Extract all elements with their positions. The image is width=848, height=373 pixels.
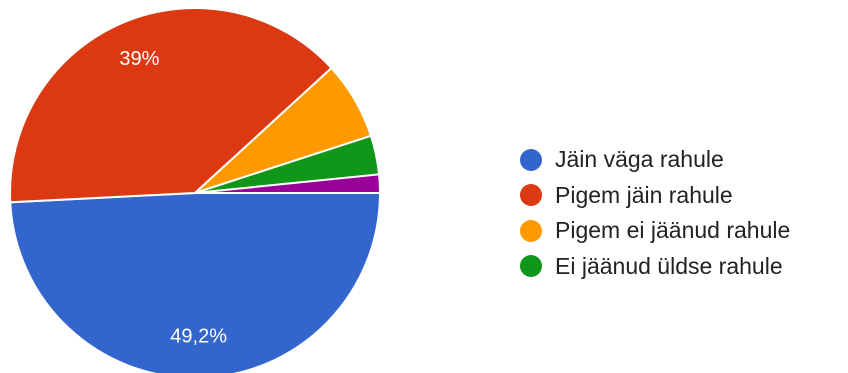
chart-legend: Jäin väga rahule Pigem jäin rahule Pigem e… (520, 142, 790, 284)
legend-item[interactable]: Ei jäänud üldse rahule (520, 249, 790, 285)
legend-label: Jäin väga rahule (555, 146, 724, 173)
legend-label: Pigem jäin rahule (555, 182, 733, 209)
legend-item[interactable]: Pigem jäin rahule (520, 178, 790, 214)
legend-label: Pigem ei jäänud rahule (555, 217, 790, 244)
pie-slice-label-1: 49,2% (170, 326, 227, 348)
legend-marker-icon (520, 255, 542, 277)
legend-label: Ei jäänud üldse rahule (555, 253, 783, 280)
legend-item[interactable]: Jäin väga rahule (520, 142, 790, 178)
legend-item[interactable]: Pigem ei jäänud rahule (520, 213, 790, 249)
legend-marker-icon (520, 220, 542, 242)
legend-marker-icon (520, 184, 542, 206)
legend-marker-icon (520, 149, 542, 171)
pie-slice-label-2: 39% (119, 48, 159, 70)
pie-slices (10, 8, 380, 373)
